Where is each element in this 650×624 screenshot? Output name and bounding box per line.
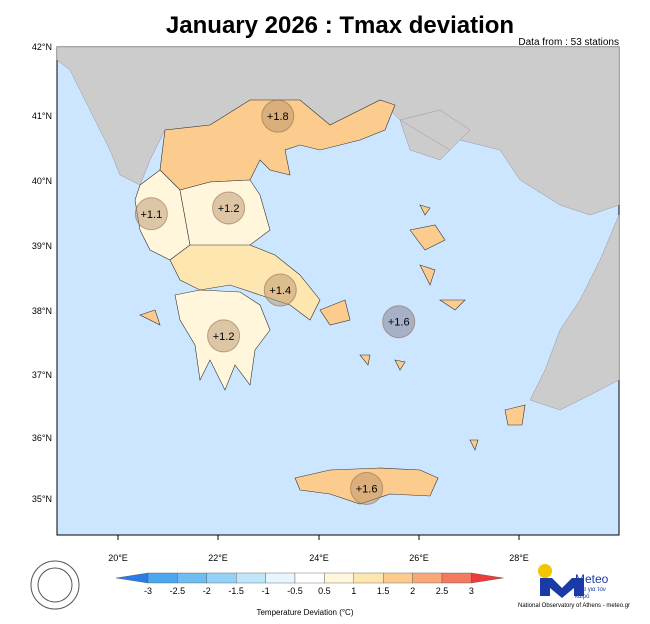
lat-tick: 41°N (31, 111, 52, 121)
meteo-logo (538, 564, 584, 598)
colorbar-label: -1.5 (228, 586, 244, 596)
colorbar-label: 3 (468, 586, 474, 596)
lat-tick: 42°N (31, 42, 52, 52)
lat-tick: 38°N (31, 306, 52, 316)
colorbar-label: -1 (261, 586, 270, 596)
region-marker (207, 319, 241, 353)
region-marker (134, 197, 168, 231)
region-marker (263, 273, 297, 307)
region-marker (350, 471, 384, 505)
colorbar-swatch (441, 572, 472, 584)
colorbar-label: 2.5 (435, 586, 449, 596)
colorbar (115, 572, 504, 584)
lat-tick: 40°N (31, 176, 52, 186)
meteo-name: Meteo (575, 572, 609, 586)
region-marker (261, 99, 295, 133)
aegean-islands (139, 204, 526, 451)
lon-tick: 28°E (509, 553, 529, 563)
lon-tick: 22°E (208, 553, 228, 563)
colorbar-label: -2.5 (169, 586, 186, 596)
colorbar-swatch (294, 572, 325, 584)
colorbar-swatch (206, 572, 237, 584)
colorbar-label: -2 (202, 586, 211, 596)
colorbar-title: Temperature Deviation (°C) (256, 608, 354, 617)
colorbar-label: 1 (351, 586, 357, 596)
footer-credit: National Observatory of Athens - meteo.g… (518, 603, 631, 609)
foreign-land (56, 46, 620, 411)
region-value: +1.6 (356, 483, 378, 495)
region-crete (294, 467, 439, 505)
noa-seal-logo (30, 560, 80, 610)
lon-tick: 24°E (309, 553, 329, 563)
colorbar-label: 2 (410, 586, 416, 596)
colorbar-swatch (471, 572, 504, 584)
region-value: +1.8 (267, 111, 289, 123)
region-value: +1.6 (388, 317, 410, 329)
colorbar-swatch (177, 572, 207, 584)
colorbar-swatch (324, 572, 354, 584)
colorbar-swatch (353, 572, 384, 584)
region-peloponnese (174, 289, 271, 391)
colorbar-label: -3 (143, 586, 152, 596)
map-title: January 2026 : Tmax deviation (165, 12, 515, 39)
region-value: +1.4 (269, 285, 291, 297)
colorbar-swatch (412, 572, 443, 584)
colorbar-swatch (147, 572, 178, 584)
lat-tick: 37°N (31, 370, 52, 380)
meteo-tagline: Όλα για τον καιρό (575, 587, 606, 600)
colorbar-label: 0.5 (318, 586, 331, 596)
region-value: +1.2 (218, 203, 240, 215)
colorbar-swatch (265, 572, 296, 584)
lon-tick: 20°E (108, 553, 128, 563)
region-marker (382, 305, 416, 339)
lon-tick: 26°E (409, 553, 429, 563)
colorbar-label: -0.5 (287, 586, 303, 596)
stations-count: Data from : 53 stations (518, 37, 619, 48)
lat-tick: 36°N (31, 433, 52, 443)
lat-tick: 39°N (31, 241, 52, 251)
colorbar-swatch (115, 572, 149, 584)
region-value: +1.1 (140, 209, 162, 221)
colorbar-label: 1.5 (376, 586, 390, 596)
region-value: +1.2 (213, 331, 235, 343)
colorbar-swatch (383, 572, 413, 584)
region-marker (212, 191, 246, 225)
lat-tick: 35°N (31, 494, 52, 504)
colorbar-swatch (235, 572, 266, 584)
